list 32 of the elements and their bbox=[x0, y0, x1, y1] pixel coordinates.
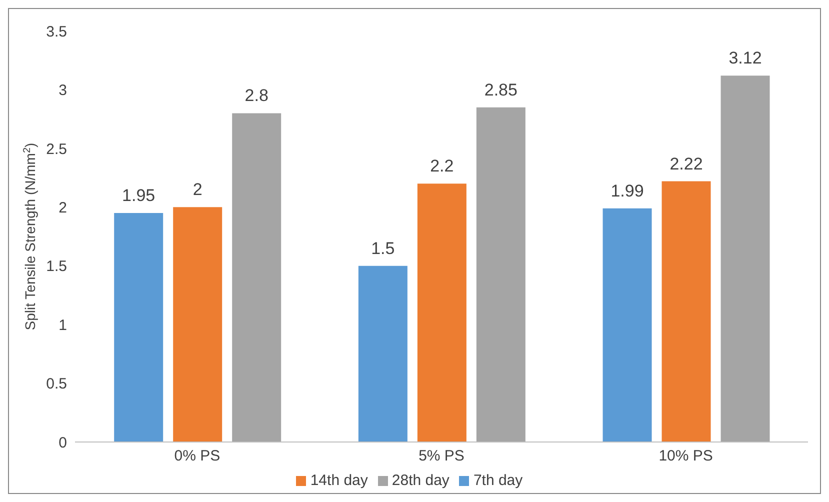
x-tick-label: 10% PS bbox=[658, 448, 713, 465]
bar bbox=[114, 213, 164, 442]
data-label: 2.22 bbox=[670, 154, 703, 174]
legend-label: 28th day bbox=[392, 472, 450, 489]
bar bbox=[602, 208, 652, 442]
y-tick-label: 3.5 bbox=[46, 23, 67, 40]
legend-label: 14th day bbox=[310, 472, 368, 489]
x-tick-label: 5% PS bbox=[418, 448, 464, 465]
data-label: 3.12 bbox=[728, 48, 762, 68]
y-tick-label: 1.5 bbox=[46, 258, 67, 276]
data-label: 2.85 bbox=[484, 80, 518, 100]
y-tick-label: 0 bbox=[58, 434, 67, 452]
y-tick-label: 1 bbox=[58, 316, 67, 334]
bar bbox=[173, 207, 222, 442]
legend-label: 7th day bbox=[473, 472, 523, 489]
x-tick-label: 0% PS bbox=[174, 448, 220, 465]
data-label: 2 bbox=[192, 180, 202, 200]
bar bbox=[358, 266, 408, 442]
y-tick-label: 0.5 bbox=[46, 376, 67, 393]
bar bbox=[476, 107, 526, 442]
bar bbox=[232, 113, 282, 442]
bar bbox=[720, 76, 770, 442]
data-label: 2.8 bbox=[244, 86, 268, 106]
bar bbox=[417, 184, 466, 442]
y-tick-label: 2 bbox=[58, 199, 67, 216]
bar bbox=[662, 181, 711, 442]
y-tick-label: 3 bbox=[58, 82, 67, 100]
data-label: 1.95 bbox=[122, 186, 156, 206]
data-label: 1.5 bbox=[371, 238, 395, 258]
data-label: 1.99 bbox=[610, 181, 644, 200]
data-label: 2.2 bbox=[430, 156, 454, 176]
y-tick-label: 2.5 bbox=[46, 140, 67, 158]
